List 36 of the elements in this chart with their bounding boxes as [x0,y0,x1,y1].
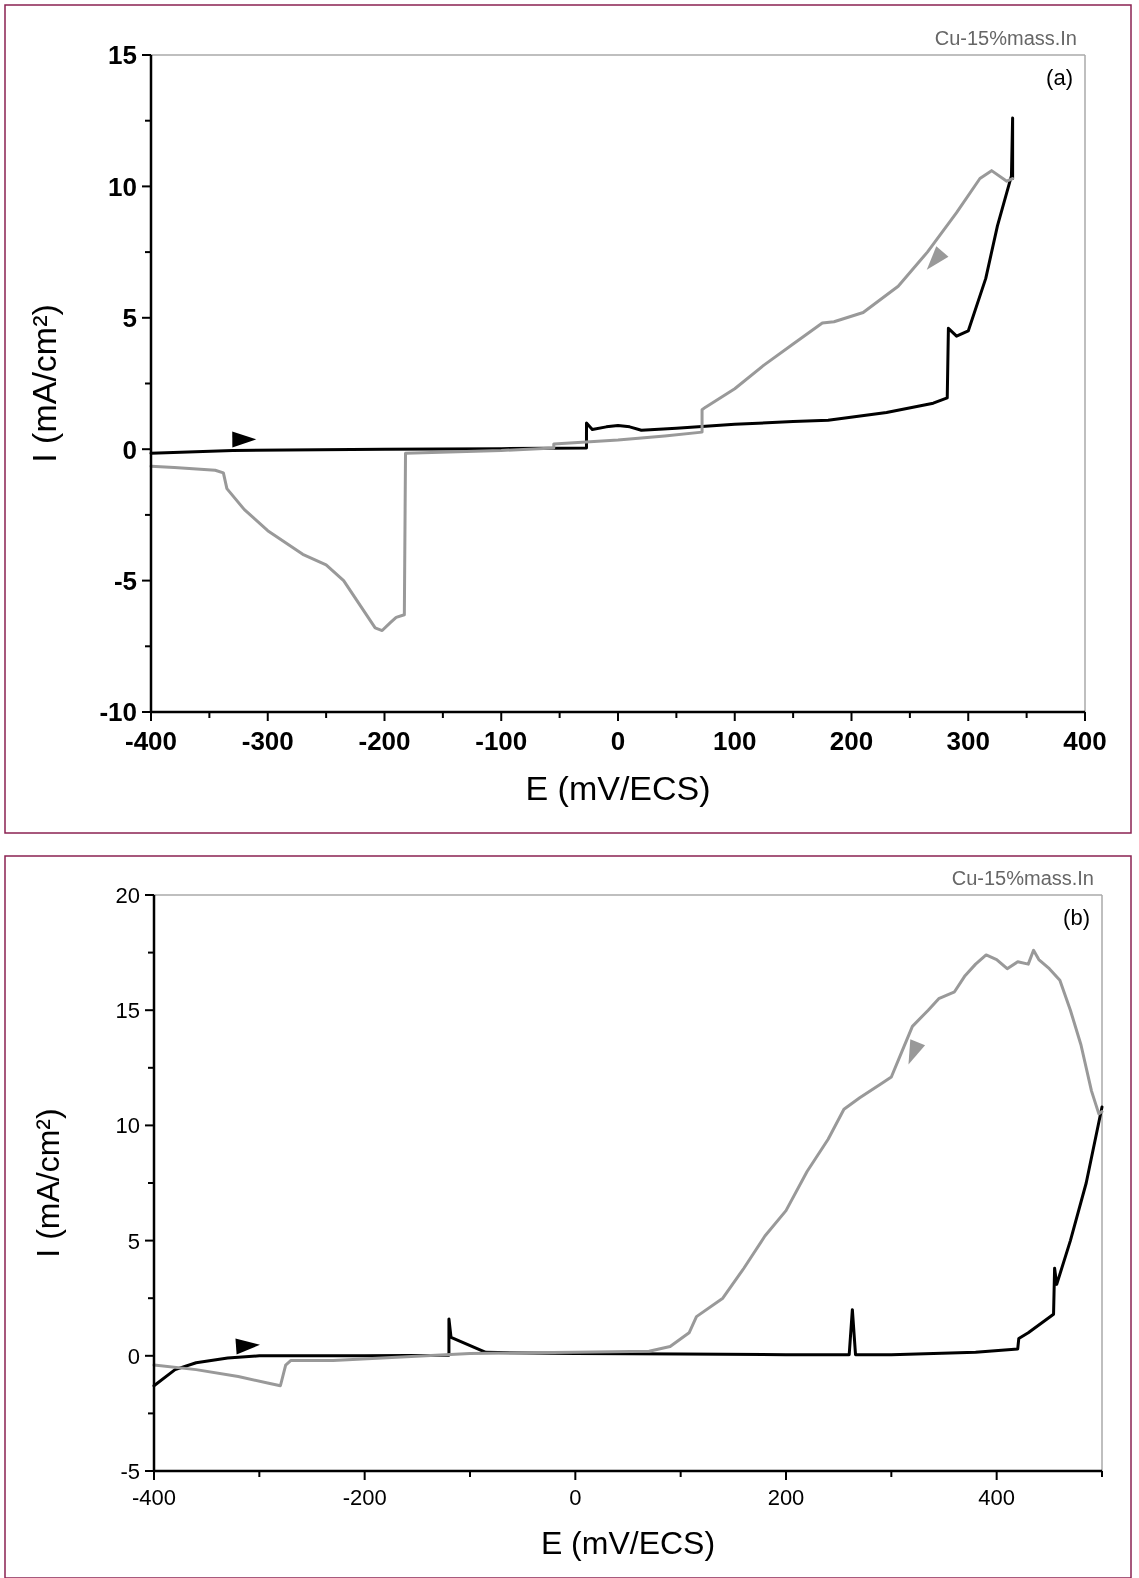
y-tick-label: 15 [115,998,140,1024]
line-series [149,169,1015,633]
y-tick-label: 15 [108,40,137,71]
text: Cu-15%mass.In [934,27,1077,49]
x-tick-label: -400 [131,1485,177,1510]
x-tick-label: -300 [241,726,294,756]
x-tick-label: 300 [946,726,990,756]
line-series [152,948,1104,1388]
y-tick-label: -10 [99,697,137,728]
y-tick-label: 5 [122,303,137,334]
y-tick-label: 0 [127,1343,140,1369]
annotation: (a) [1046,65,1073,90]
y-tick-label: 10 [115,1113,140,1139]
y-tick-label: -5 [113,565,137,596]
x-tick-label: 0 [569,1485,582,1510]
x-tick-label: 400 [978,1485,1016,1510]
x-axis-title: E (mV/ECS) [525,769,711,808]
x-tick-label: 100 [713,726,757,756]
x-tick-label: -400 [124,726,178,756]
x-axis-title: E (mV/ECS) [540,1525,716,1562]
x-tick-label: 200 [829,726,874,756]
x-tick-label: -200 [342,1485,387,1510]
y-tick-label: 0 [122,434,137,465]
text: Cu-15%mass.In [951,867,1094,889]
x-tick-label: -200 [358,726,411,756]
x-tick-label: 0 [610,726,626,756]
y-tick-label: 20 [115,882,140,908]
annotation: (b) [1063,905,1090,930]
x-tick-label: 200 [767,1485,805,1510]
y-tick-label: 10 [108,171,137,202]
y-axis-title: I (mA/cm²) [25,304,63,463]
x-tick-label: 400 [1063,726,1107,756]
x-tick-label: -100 [475,726,528,756]
y-axis-title: I (mA/cm²) [30,1108,66,1258]
y-tick-label: 5 [127,1228,140,1254]
y-tick-label: -5 [120,1458,140,1484]
